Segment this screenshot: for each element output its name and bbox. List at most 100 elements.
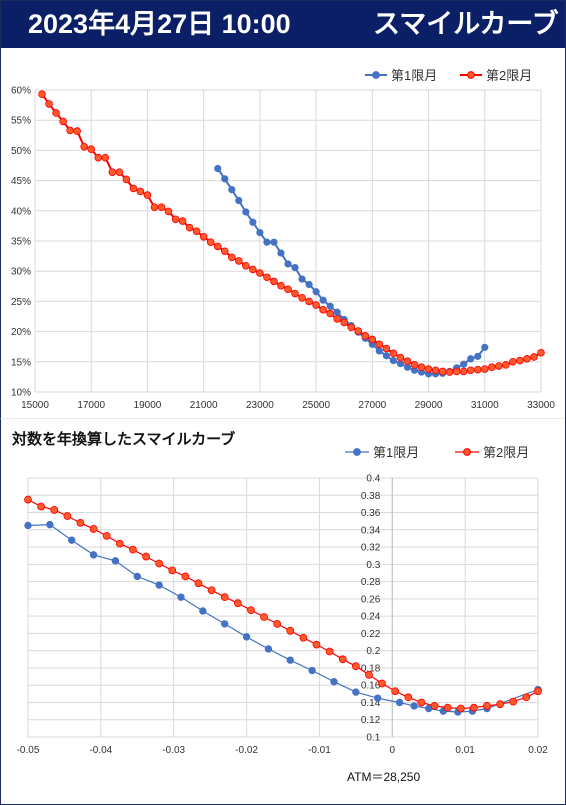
y-tick-label: 0.38 (361, 491, 381, 502)
data-point-series-2 (509, 697, 518, 706)
data-point-series-2 (129, 184, 138, 193)
data-point-series-2 (256, 269, 264, 277)
data-point-series-2 (157, 203, 166, 211)
x-tick-label: 19000 (134, 400, 162, 411)
x-tick-label: 15000 (21, 400, 49, 411)
data-point-series-2 (516, 356, 524, 365)
data-point-series-1 (249, 218, 257, 226)
data-point-series-2 (220, 593, 229, 602)
data-point-series-1 (242, 208, 250, 216)
annualized-smile-chart: 0.1 0.12 0.14 0.16 0.18 0.2 0.22 0.24 0.26 0.28 0.… (11, 430, 548, 784)
data-point-series-2 (389, 349, 398, 358)
data-point-series-1 (395, 698, 404, 707)
data-point-series-2 (101, 153, 110, 162)
data-point-series-2 (298, 293, 306, 302)
data-point-series-2 (63, 512, 72, 520)
data-point-series-2 (227, 253, 236, 262)
x-tick-label: 0.02 (528, 745, 548, 756)
data-point-series-1 (199, 607, 207, 615)
data-point-series-2 (523, 354, 531, 363)
data-point-series-2 (199, 232, 208, 241)
y-tick-label: 35% (11, 237, 31, 248)
data-point-series-1 (89, 551, 98, 559)
banner-title: スマイルカーブ (373, 9, 559, 39)
data-point-series-1 (214, 164, 222, 173)
data-point-series-2 (76, 518, 85, 527)
data-point-series-1 (312, 288, 320, 296)
data-point-series-2 (59, 117, 67, 126)
data-point-series-2 (168, 566, 177, 575)
x-tick-label: 25000 (302, 400, 330, 411)
x-tick-label: 21000 (190, 400, 218, 411)
data-point-series-2 (178, 217, 187, 225)
data-point-series-2 (325, 647, 334, 656)
data-point-series-2 (338, 655, 347, 664)
data-point-series-2 (286, 626, 295, 635)
data-point-series-2 (299, 633, 308, 642)
data-point-series-2 (502, 361, 510, 369)
data-point-series-2 (351, 662, 360, 671)
data-point-series-1 (352, 688, 360, 696)
data-point-series-2 (249, 265, 257, 274)
data-point-series-2 (171, 215, 180, 224)
data-point-series-1 (330, 678, 338, 686)
data-point-series-1 (270, 238, 278, 246)
data-point-series-2 (108, 168, 117, 176)
data-point-series-1 (286, 656, 294, 664)
data-point-series-2 (247, 606, 255, 614)
data-point-series-2 (347, 323, 356, 332)
data-point-series-1 (177, 593, 185, 601)
y-tick-label: 50% (11, 146, 31, 157)
data-point-series-2 (66, 126, 74, 135)
data-point-series-2 (417, 698, 426, 707)
y-tick-label: 0.34 (361, 525, 381, 536)
data-point-series-2 (466, 366, 475, 375)
x-tick-label: -0.03 (162, 745, 185, 756)
data-point-series-2 (396, 353, 405, 362)
data-point-series-2 (417, 363, 426, 372)
data-point-series-2 (291, 289, 299, 298)
data-point-series-2 (181, 572, 190, 581)
data-point-series-2 (382, 344, 391, 353)
data-point-series-2 (235, 257, 243, 265)
data-point-series-2 (115, 539, 124, 548)
x-tick-label: -0.05 (17, 745, 40, 756)
y-tick-label: 0.14 (361, 698, 381, 709)
y-tick-label: 0.18 (361, 663, 381, 674)
data-point-series-1 (235, 196, 243, 205)
x-tick-label: 27000 (358, 400, 386, 411)
data-point-series-2 (340, 318, 349, 327)
data-point-series-1 (410, 702, 418, 710)
data-point-series-1 (155, 581, 163, 589)
y-tick-label: 0.1 (366, 733, 380, 744)
legend-label-2: 第2限月 (486, 68, 532, 83)
data-point-series-1 (460, 360, 468, 368)
data-point-series-2 (277, 281, 285, 290)
data-point-series-2 (443, 703, 452, 712)
y-tick-label: 15% (11, 357, 31, 368)
data-point-series-2 (424, 365, 433, 373)
data-point-series-1 (481, 343, 489, 351)
data-point-series-2 (361, 332, 370, 340)
data-point-series-2 (270, 277, 278, 286)
y-tick-label: 0.2 (366, 646, 380, 657)
data-point-series-1 (326, 302, 334, 310)
data-point-series-1 (467, 355, 475, 363)
x-tick-label: 0 (390, 745, 396, 756)
data-point-series-2 (142, 552, 150, 561)
x-tick-label: 23000 (246, 400, 274, 411)
data-point-series-2 (233, 599, 242, 608)
data-point-series-2 (206, 238, 215, 247)
data-point-series-2 (89, 525, 98, 533)
y-tick-label: 0.36 (361, 508, 381, 519)
atm-annotation: ATM＝28,250 (347, 770, 420, 784)
y-tick-label: 0.32 (361, 543, 381, 554)
y-tick-label: 40% (11, 206, 31, 217)
data-point-series-2 (438, 367, 447, 376)
series-line-1 (27, 523, 539, 713)
y-tick-label: 0.24 (361, 612, 381, 623)
data-point-series-2 (480, 365, 489, 373)
legend-label-2: 第2限月 (483, 445, 529, 460)
data-point-series-1 (221, 620, 229, 628)
y-tick-label: 0.28 (361, 577, 381, 588)
